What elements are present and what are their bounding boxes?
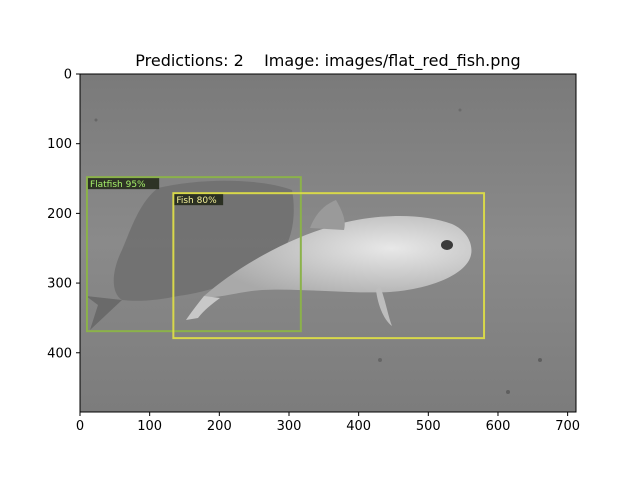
y-tick-label: 300	[47, 277, 72, 292]
y-axis: 0 100 200 300 400	[47, 68, 80, 361]
x-tick-label: 0	[76, 419, 84, 434]
detection-fish: Fish 80%	[172, 192, 486, 340]
plot-frame	[79, 73, 577, 413]
box-label: Fish 80%	[176, 196, 217, 206]
x-tick-label: 600	[486, 419, 511, 434]
x-tick-label: 100	[137, 419, 162, 434]
y-tick-label: 100	[47, 137, 72, 152]
y-tick-label: 400	[47, 346, 72, 361]
box-label: Flatfish 95%	[90, 180, 146, 190]
figure-title: Predictions: 2 Image: images/flat_red_fi…	[135, 51, 520, 71]
x-tick-label: 400	[346, 419, 371, 434]
bounding-box	[85, 176, 302, 333]
x-tick-label: 300	[277, 419, 302, 434]
x-axis: 0 100 200 300 400 500 600 700	[76, 412, 580, 434]
x-tick-label: 200	[207, 419, 232, 434]
bounding-box	[172, 192, 486, 340]
box-label-background	[174, 194, 224, 206]
x-tick-label: 500	[416, 419, 441, 434]
detection-flatfish: Flatfish 95%	[85, 176, 302, 333]
seafloor-image	[80, 74, 576, 412]
y-tick-label: 0	[64, 68, 72, 83]
x-tick-label: 700	[555, 419, 580, 434]
detection-boxes: Flatfish 95% Fish 80%	[85, 176, 486, 340]
y-tick-label: 200	[47, 207, 72, 222]
box-label-background	[87, 178, 160, 190]
